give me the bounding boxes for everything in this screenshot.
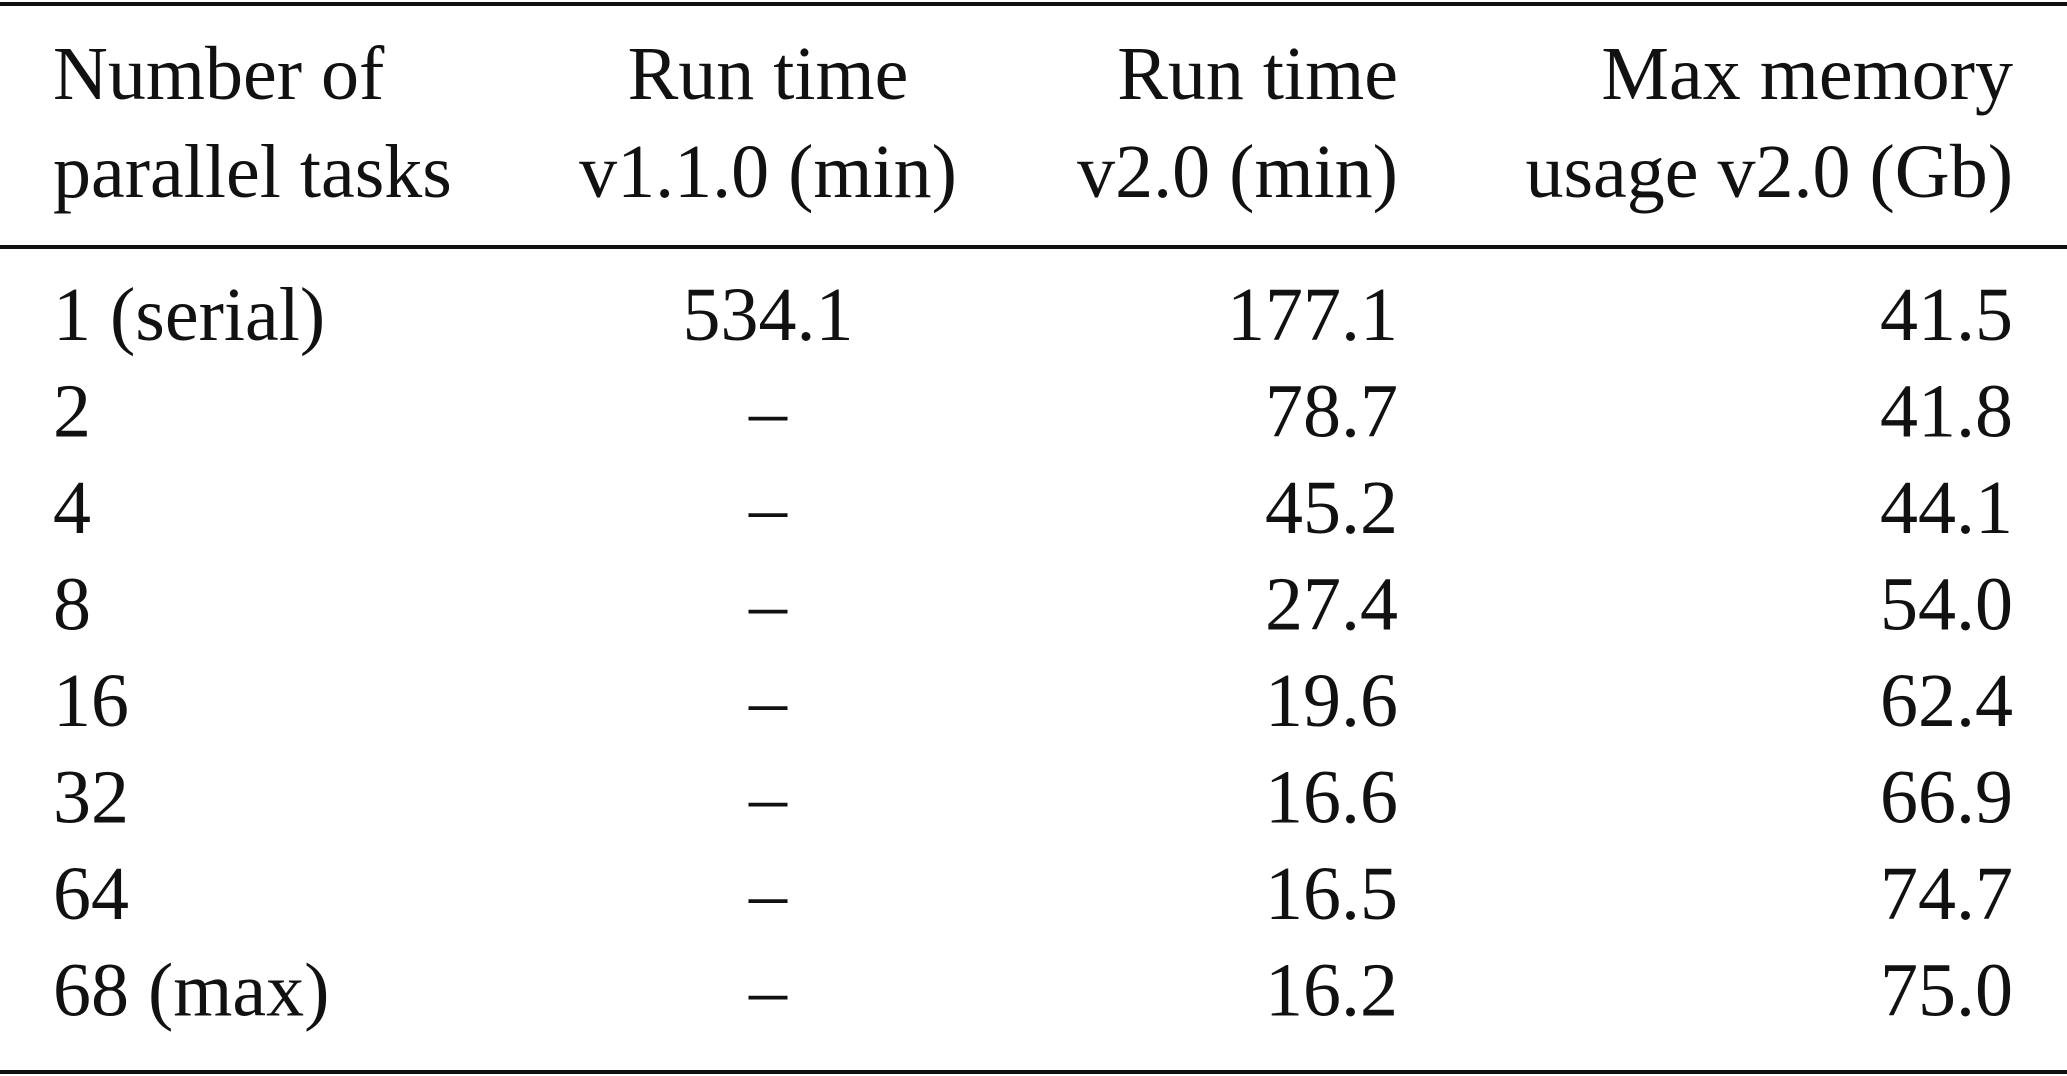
table-cell: 41.5: [1880, 273, 2013, 357]
table-cell: 1 (serial): [53, 273, 325, 357]
table-cell: 19.6: [1265, 659, 1398, 743]
table-cell: 41.8: [1880, 370, 2013, 454]
table-cell: 2: [53, 370, 91, 454]
table-cell: –: [748, 370, 788, 454]
table-cell: 16.5: [1265, 852, 1398, 936]
table-cell: 54.0: [1880, 563, 2013, 647]
table-cell: –: [748, 949, 788, 1033]
table-cell: 75.0: [1880, 949, 2013, 1033]
header-cell: v1.1.0 (min): [579, 130, 957, 214]
table-cell: 4: [53, 466, 91, 550]
header-cell: usage v2.0 (Gb): [1525, 130, 2013, 214]
table-cell: 68 (max): [53, 949, 329, 1033]
table-cell: 177.1: [1227, 273, 1398, 357]
header-cell: Number of: [53, 32, 385, 116]
header-cell: parallel tasks: [53, 130, 452, 214]
header-cell: Run time: [1117, 32, 1398, 116]
table-cell: 78.7: [1265, 370, 1398, 454]
table-cell: 32: [53, 756, 129, 840]
table-cell: 16.2: [1265, 949, 1398, 1033]
table-cell: 66.9: [1880, 756, 2013, 840]
table-cell: 64: [53, 852, 129, 936]
header-cell: Run time: [628, 32, 909, 116]
table-cell: 16: [53, 659, 129, 743]
table-cell: –: [748, 852, 788, 936]
table-cell: 74.7: [1880, 852, 2013, 936]
header-cell: v2.0 (min): [1077, 130, 1398, 214]
table-cell: –: [748, 466, 788, 550]
table-cell: –: [748, 563, 788, 647]
table-cell: 16.6: [1265, 756, 1398, 840]
table-cell: 534.1: [683, 273, 854, 357]
table-cell: 8: [53, 563, 91, 647]
table-cell: 44.1: [1880, 466, 2013, 550]
table-cell: 62.4: [1880, 659, 2013, 743]
table-cell: –: [748, 659, 788, 743]
header-cell: Max memory: [1601, 32, 2013, 116]
table-cell: –: [748, 756, 788, 840]
table-cell: 27.4: [1265, 563, 1398, 647]
table-cell: 45.2: [1265, 466, 1398, 550]
